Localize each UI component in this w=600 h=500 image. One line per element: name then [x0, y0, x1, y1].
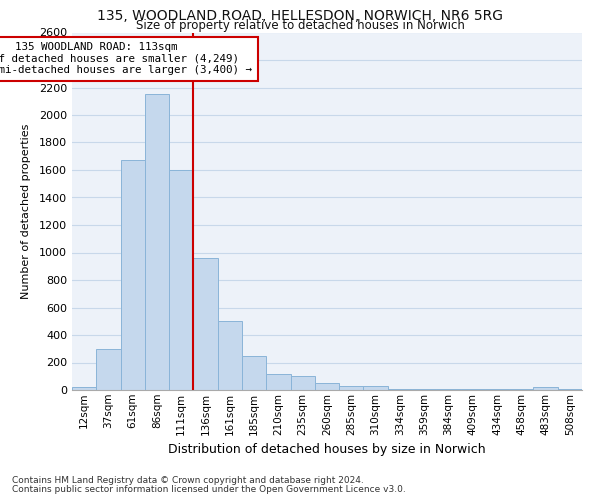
Bar — [218, 322, 242, 390]
Bar — [193, 258, 218, 390]
Text: Size of property relative to detached houses in Norwich: Size of property relative to detached ho… — [136, 19, 464, 32]
Text: 135 WOODLAND ROAD: 113sqm
← 55% of detached houses are smaller (4,249)
44% of se: 135 WOODLAND ROAD: 113sqm ← 55% of detac… — [0, 42, 252, 76]
Text: Contains public sector information licensed under the Open Government Licence v3: Contains public sector information licen… — [12, 485, 406, 494]
Bar — [290, 376, 315, 390]
Bar — [242, 356, 266, 390]
Bar — [364, 386, 388, 390]
Text: 135, WOODLAND ROAD, HELLESDON, NORWICH, NR6 5RG: 135, WOODLAND ROAD, HELLESDON, NORWICH, … — [97, 9, 503, 23]
Bar — [96, 349, 121, 390]
X-axis label: Distribution of detached houses by size in Norwich: Distribution of detached houses by size … — [168, 443, 486, 456]
Text: Contains HM Land Registry data © Crown copyright and database right 2024.: Contains HM Land Registry data © Crown c… — [12, 476, 364, 485]
Bar — [121, 160, 145, 390]
Bar — [145, 94, 169, 390]
Bar — [533, 387, 558, 390]
Bar — [266, 374, 290, 390]
Bar — [339, 386, 364, 390]
Bar — [169, 170, 193, 390]
Bar — [315, 383, 339, 390]
Y-axis label: Number of detached properties: Number of detached properties — [20, 124, 31, 299]
Bar — [72, 386, 96, 390]
